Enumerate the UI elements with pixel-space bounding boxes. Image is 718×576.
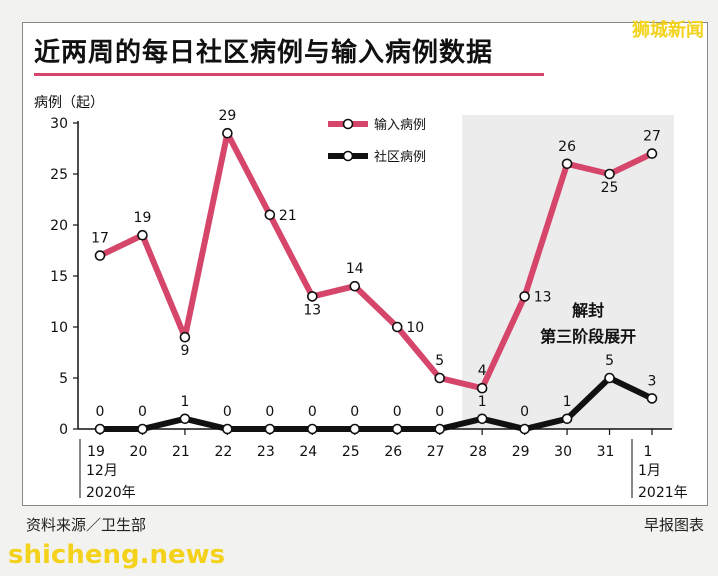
x-tick-label: 1 xyxy=(644,444,653,460)
y-axis-title: 病例（起） xyxy=(34,95,104,111)
data-label: 0 xyxy=(308,404,317,420)
data-point xyxy=(179,331,191,343)
data-label: 29 xyxy=(218,108,236,124)
data-label: 0 xyxy=(96,404,105,420)
y-tick-label: 25 xyxy=(50,167,68,183)
data-label: 26 xyxy=(558,139,576,155)
data-label: 25 xyxy=(601,180,619,196)
data-label: 13 xyxy=(303,302,321,318)
y-tick-label: 30 xyxy=(50,116,68,132)
series-line xyxy=(98,130,654,392)
data-label: 17 xyxy=(91,231,109,247)
x-tick-label: 28 xyxy=(469,444,487,460)
data-point xyxy=(604,372,615,384)
y-tick-label: 20 xyxy=(50,218,68,234)
x-tick-label: 25 xyxy=(342,444,360,460)
data-point xyxy=(94,250,106,261)
title-underline xyxy=(34,73,544,76)
data-point xyxy=(222,423,233,435)
site-watermark: shicheng.news xyxy=(8,540,226,570)
data-label: 0 xyxy=(520,404,529,420)
data-point xyxy=(434,372,445,384)
data-point xyxy=(137,229,148,241)
x-tick-label: 30 xyxy=(554,444,572,460)
data-point xyxy=(349,280,361,292)
y-tick-label: 10 xyxy=(50,320,68,336)
data-label: 10 xyxy=(406,320,424,336)
data-point xyxy=(434,423,445,435)
data-label: 0 xyxy=(138,404,147,420)
legend-label: 输入病例 xyxy=(374,117,426,133)
data-label: 0 xyxy=(223,404,232,420)
x-tick-label: 26 xyxy=(384,444,402,460)
x-tick-label: 19 xyxy=(87,444,105,460)
data-point xyxy=(264,209,276,221)
x-tick-label: 23 xyxy=(257,444,275,460)
data-point xyxy=(646,393,658,404)
data-label: 14 xyxy=(346,261,364,277)
data-label: 1 xyxy=(478,394,487,410)
data-label: 9 xyxy=(180,343,189,359)
x-group-year: 2021年 xyxy=(638,485,688,501)
data-label: 19 xyxy=(134,210,152,226)
data-label: 5 xyxy=(605,353,614,369)
data-point xyxy=(137,423,148,435)
legend-marker xyxy=(342,150,354,162)
y-tick-label: 15 xyxy=(50,269,68,285)
data-label: 21 xyxy=(279,208,297,224)
credit-note: 早报图表 xyxy=(643,516,704,534)
data-point xyxy=(519,291,530,302)
data-label: 4 xyxy=(478,363,487,379)
watermark: 狮城新闻 xyxy=(632,20,704,41)
data-point xyxy=(646,148,658,159)
chart-title: 近两周的每日社区病例与输入病例数据 xyxy=(34,38,494,68)
y-tick-label: 5 xyxy=(59,371,68,387)
data-label: 5 xyxy=(435,353,444,369)
x-group-month: 1月 xyxy=(638,463,661,479)
y-tick-label: 0 xyxy=(59,422,68,438)
data-point xyxy=(561,413,573,425)
source-note: 资料来源／卫生部 xyxy=(26,516,147,534)
x-tick-label: 22 xyxy=(214,444,232,460)
data-point xyxy=(349,423,361,435)
data-point xyxy=(476,382,488,394)
series-line xyxy=(100,375,654,432)
data-label: 27 xyxy=(643,129,661,145)
data-point xyxy=(307,423,318,435)
data-label: 13 xyxy=(534,289,552,305)
data-label: 0 xyxy=(350,404,359,420)
x-tick-label: 20 xyxy=(130,444,148,460)
x-tick-label: 21 xyxy=(172,444,190,460)
data-point xyxy=(94,423,106,435)
data-point xyxy=(264,423,276,435)
data-label: 0 xyxy=(393,404,402,420)
x-tick-label: 24 xyxy=(299,444,317,460)
data-point xyxy=(179,413,191,425)
legend-label: 社区病例 xyxy=(374,149,426,165)
data-label: 0 xyxy=(265,404,274,420)
data-point xyxy=(604,168,615,180)
x-group-year: 2020年 xyxy=(86,485,136,501)
data-label: 0 xyxy=(435,404,444,420)
data-point xyxy=(519,423,530,435)
data-point xyxy=(391,321,403,333)
data-label: 1 xyxy=(180,394,189,410)
x-tick-label: 29 xyxy=(512,444,530,460)
data-point xyxy=(391,423,403,435)
data-label: 3 xyxy=(648,373,657,389)
annotation-line2: 第三阶段展开 xyxy=(540,327,636,346)
x-tick-label: 27 xyxy=(427,444,445,460)
data-point xyxy=(476,413,488,425)
data-label: 1 xyxy=(563,394,572,410)
data-point xyxy=(307,291,318,302)
x-group-month: 12月 xyxy=(86,463,118,479)
annotation-line1: 解封 xyxy=(572,301,604,320)
data-point xyxy=(222,127,233,139)
x-tick-label: 31 xyxy=(597,444,615,460)
data-point xyxy=(561,158,573,170)
legend-marker xyxy=(342,118,354,130)
